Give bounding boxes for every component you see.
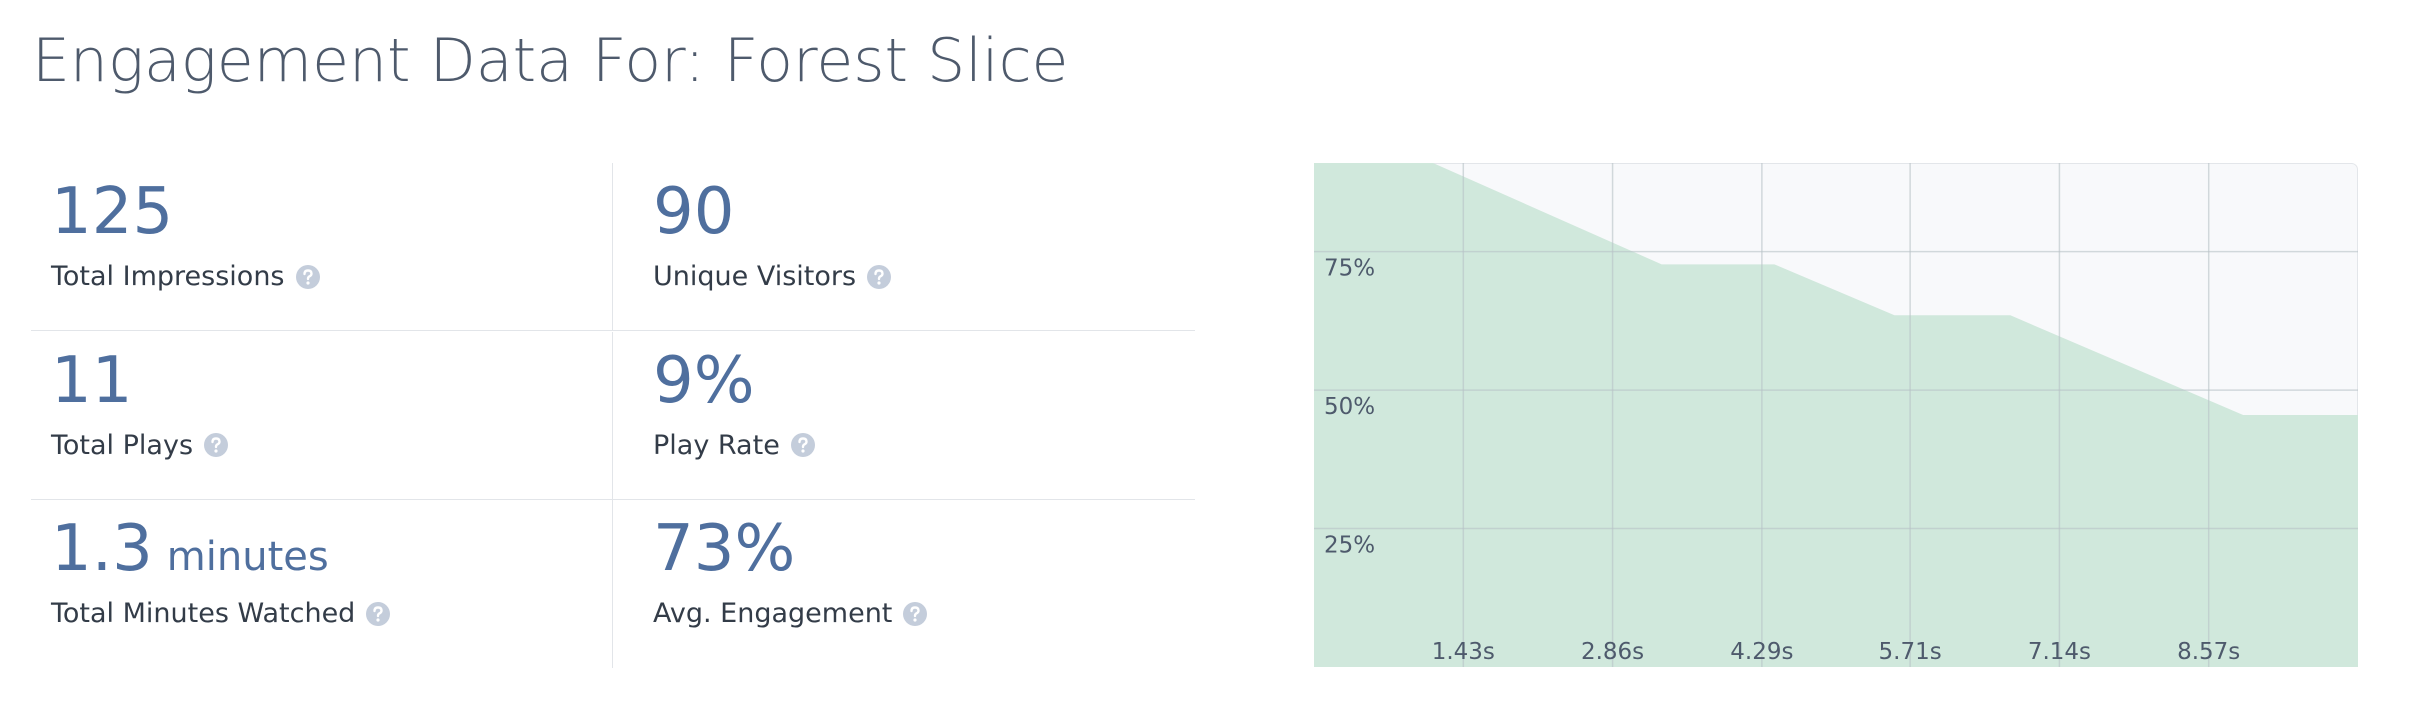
stat-value: 11 <box>51 344 132 418</box>
stat-number: 11 <box>51 343 133 418</box>
stat-value: 1.3 minutes <box>51 512 329 586</box>
stat-number: 73% <box>653 512 796 586</box>
x-tick-label: 8.57s <box>2177 639 2240 665</box>
stat-cell: 1.3 minutes Total Minutes Watched <box>31 500 613 668</box>
engagement-chart: 25% 50% 75% 1.43s 2.86s 4.29s 5.71s 7.14s 8.57s <box>1314 163 2358 667</box>
stat-cell: 73% Avg. Engagement <box>613 500 1195 668</box>
stat-label-text: Play Rate <box>653 429 780 461</box>
stat-label-text: Total Impressions <box>51 261 285 292</box>
stat-cell: 9% Play Rate <box>613 332 1195 500</box>
stat-label: Total Minutes Watched <box>51 598 391 629</box>
stat-label: Total Impressions <box>51 261 321 292</box>
stat-label: Play Rate <box>653 430 816 461</box>
stat-cell: 90 Unique Visitors <box>613 163 1195 331</box>
stat-value: 125 <box>51 175 173 249</box>
stat-value: 9% <box>653 344 755 418</box>
y-tick-label: 75% <box>1324 256 1375 282</box>
y-tick-label: 50% <box>1324 394 1375 420</box>
stat-label: Unique Visitors <box>653 261 892 292</box>
x-tick-label: 7.14s <box>2028 639 2091 665</box>
x-tick-label: 4.29s <box>1730 639 1793 665</box>
help-icon-glyph <box>798 437 808 449</box>
stat-number: 90 <box>653 175 735 249</box>
stat-value: 73% <box>653 512 795 586</box>
stat-label: Avg. Engagement <box>653 598 928 629</box>
stat-label-text: Avg. Engagement <box>653 598 893 629</box>
help-icon-glyph <box>211 437 221 449</box>
help-icon <box>366 601 391 626</box>
help-icon-glyph <box>874 268 884 280</box>
x-tick-label: 5.71s <box>1879 639 1942 665</box>
x-tick-label: 2.86s <box>1581 639 1644 665</box>
stat-label-text: Unique Visitors <box>653 261 857 292</box>
help-icon-dot <box>877 280 881 285</box>
help-icon-dot <box>214 449 218 453</box>
help-icon <box>295 264 320 289</box>
help-icon <box>903 601 928 626</box>
stat-label-text: Total Plays <box>51 429 194 461</box>
page-title: Engagement Data For: Forest Slice <box>32 26 1069 96</box>
stat-cell: 125 Total Impressions <box>31 163 613 331</box>
help-icon-dot <box>376 617 380 622</box>
help-icon-dot <box>913 617 917 622</box>
help-icon <box>204 433 229 457</box>
help-icon-dot <box>801 449 805 453</box>
stat-value: 90 <box>653 175 734 249</box>
help-icon-glyph <box>373 605 384 617</box>
x-tick-label: 1.43s <box>1432 639 1495 665</box>
stat-unit: minutes <box>166 534 329 580</box>
stat-number: 1.3 <box>51 512 153 586</box>
area <box>1314 163 2358 667</box>
stat-number: 9% <box>653 343 755 418</box>
help-icon-glyph <box>910 605 921 617</box>
y-tick-label: 25% <box>1324 533 1375 559</box>
stat-label-text: Total Minutes Watched <box>51 598 356 629</box>
stats-grid: 125 Total Impressions 90 Unique Visitors 11 T… <box>31 163 1195 668</box>
help-icon <box>790 433 815 457</box>
stat-cell: 11 Total Plays <box>31 331 613 500</box>
stat-number: 125 <box>51 175 174 249</box>
stat-label: Total Plays <box>51 430 229 461</box>
help-icon-dot <box>305 280 310 285</box>
help-icon-glyph <box>302 268 313 280</box>
help-icon <box>867 264 892 289</box>
